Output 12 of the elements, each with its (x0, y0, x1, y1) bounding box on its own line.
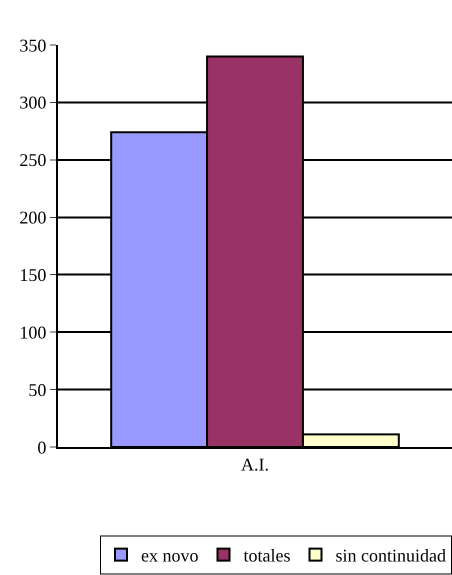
y-tick-label: 300 (19, 92, 46, 113)
y-tick-label: 50 (28, 380, 46, 400)
y-tick-label: 200 (19, 208, 46, 228)
y-tick-label: 100 (19, 322, 46, 342)
y-tick-label: 150 (19, 265, 46, 286)
legend-label: ex novo (141, 546, 198, 566)
legend-label: sin continuidad (336, 546, 446, 566)
y-tick-label: 350 (19, 35, 46, 56)
legend-label: totales (244, 546, 290, 566)
x-tick-label: A.I. (241, 454, 269, 475)
y-tick-label: 0 (37, 437, 46, 458)
y-tick-label: 250 (19, 150, 46, 170)
